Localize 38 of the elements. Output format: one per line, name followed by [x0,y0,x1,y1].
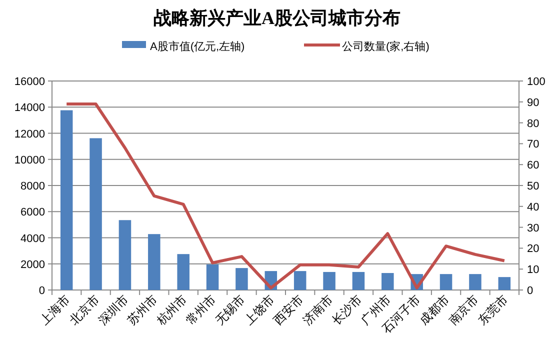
y-tick-label: 0 [38,285,45,297]
bar [352,272,365,290]
bar [323,272,336,290]
bar [206,264,219,290]
y2-tick-label: 50 [527,180,540,192]
legend-label: A股市值(亿元,左轴) [150,40,245,53]
y-tick-label: 4000 [20,232,45,245]
y-tick-label: 12000 [14,128,45,140]
bar [118,220,132,290]
y2-tick-label: 70 [527,138,540,151]
bar [90,138,102,290]
bar [469,274,482,290]
y-tick-label: 8000 [20,180,45,192]
chart-title: 战略新兴产业A股公司城市分布 [154,8,400,28]
bar [498,277,511,290]
bar [177,254,190,290]
y2-tick-label: 90 [527,96,540,109]
bar [148,234,160,290]
y2-tick-label: 10 [527,264,540,276]
line-series [65,102,506,290]
y-tick-label: 6000 [20,206,45,219]
bar [60,110,73,290]
y-tick-label: 10000 [14,154,45,166]
y2-tick-label: 20 [527,243,540,256]
y2-tick-label: 40 [527,201,540,214]
y2-tick-label: 30 [527,222,540,234]
y-tick-label: 16000 [14,76,45,88]
y2-tick-label: 60 [527,160,540,172]
bar [440,274,452,290]
bar [236,268,248,290]
y2-tick-label: 80 [527,118,540,130]
y-tick-label: 2000 [20,258,45,271]
legend-label: 公司数量(家,右轴) [342,40,430,53]
y-tick-label: 14000 [14,102,45,114]
y2-tick-label: 100 [527,76,546,88]
bar [294,271,306,290]
bar [382,273,394,290]
y2-tick-label: 0 [527,285,534,297]
